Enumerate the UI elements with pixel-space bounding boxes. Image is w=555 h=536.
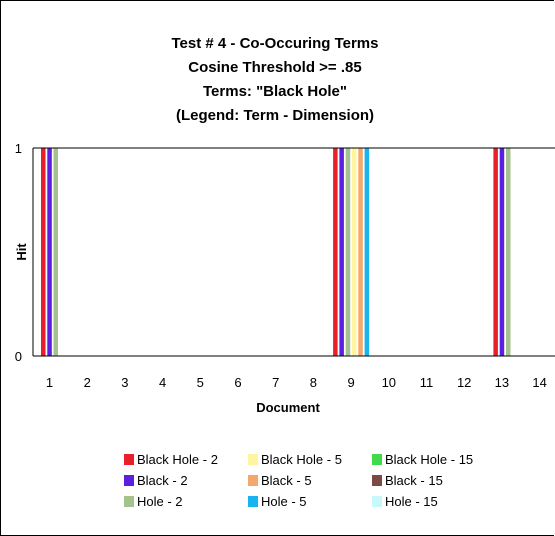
chart-title: Test # 4 - Co-Occuring Terms Cosine Thre… bbox=[172, 35, 379, 124]
y-tick-label-1: 1 bbox=[15, 141, 22, 156]
x-tick-label-9: 9 bbox=[347, 375, 354, 390]
x-ticks: 1 2 3 4 5 6 7 8 9 10 11 12 13 14 bbox=[46, 375, 547, 390]
y-ticks: 1 0 bbox=[15, 141, 22, 364]
title-line-1: Test # 4 - Co-Occuring Terms bbox=[172, 35, 379, 52]
x-tick-label-11: 11 bbox=[420, 375, 434, 390]
bar-doc9-black-hole-5 bbox=[352, 148, 357, 356]
bar-doc13-black-hole-2 bbox=[493, 148, 498, 356]
bar-doc9-black-hole-2 bbox=[333, 148, 338, 356]
y-axis-title: Hit bbox=[14, 243, 29, 261]
legend-swatch-black-15 bbox=[372, 475, 382, 486]
x-tick-label-8: 8 bbox=[310, 375, 317, 390]
x-axis-title: Document bbox=[256, 400, 320, 415]
x-tick-label-7: 7 bbox=[272, 375, 279, 390]
bar-doc9-hole-2 bbox=[345, 148, 351, 356]
bar-doc1-black-2 bbox=[47, 148, 52, 356]
x-tick-label-1: 1 bbox=[46, 375, 53, 390]
legend-swatch-hole-15 bbox=[372, 496, 382, 507]
axes bbox=[32, 147, 555, 357]
legend-swatch-black-2 bbox=[124, 475, 134, 486]
title-line-4: (Legend: Term - Dimension) bbox=[176, 107, 374, 124]
legend-label-black-2: Black - 2 bbox=[137, 473, 188, 488]
bar-doc1-hole-2 bbox=[53, 148, 58, 356]
title-line-2: Cosine Threshold >= .85 bbox=[188, 59, 361, 76]
legend-swatch-black-hole-5 bbox=[248, 454, 258, 465]
legend-label-black-15: Black - 15 bbox=[385, 473, 443, 488]
bar-doc13-hole-2 bbox=[506, 148, 511, 356]
legend-label-hole-15: Hole - 15 bbox=[385, 494, 438, 509]
x-tick-label-5: 5 bbox=[197, 375, 204, 390]
x-tick-label-3: 3 bbox=[121, 375, 128, 390]
x-tick-label-14: 14 bbox=[532, 375, 546, 390]
x-tick-label-4: 4 bbox=[159, 375, 166, 390]
y-tick-label-0: 0 bbox=[15, 349, 22, 364]
legend-label-hole-2: Hole - 2 bbox=[137, 494, 183, 509]
bar-group bbox=[41, 148, 511, 356]
legend-label-black-hole-5: Black Hole - 5 bbox=[261, 452, 342, 467]
title-line-3: Terms: "Black Hole" bbox=[203, 83, 347, 100]
bar-doc9-black-5 bbox=[358, 148, 363, 356]
legend-swatch-black-5 bbox=[248, 475, 258, 486]
x-tick-label-6: 6 bbox=[234, 375, 241, 390]
x-tick-label-10: 10 bbox=[382, 375, 396, 390]
legend-label-black-5: Black - 5 bbox=[261, 473, 312, 488]
legend-label-black-hole-2: Black Hole - 2 bbox=[137, 452, 218, 467]
legend-label-hole-5: Hole - 5 bbox=[261, 494, 307, 509]
legend-swatch-hole-5 bbox=[248, 496, 258, 507]
x-tick-label-13: 13 bbox=[495, 375, 509, 390]
x-tick-label-12: 12 bbox=[457, 375, 471, 390]
legend: Black Hole - 2 Black Hole - 5 Black Hole -… bbox=[124, 452, 473, 509]
x-tick-label-2: 2 bbox=[84, 375, 91, 390]
bar-doc13-black-2 bbox=[499, 148, 505, 356]
legend-swatch-hole-2 bbox=[124, 496, 134, 507]
bar-doc9-black-2 bbox=[339, 148, 344, 356]
legend-swatch-black-hole-15 bbox=[372, 454, 382, 465]
bar-doc9-hole-5 bbox=[364, 148, 370, 356]
bar-doc1-black-hole-2 bbox=[41, 148, 46, 356]
legend-swatch-black-hole-2 bbox=[124, 454, 134, 465]
legend-label-black-hole-15: Black Hole - 15 bbox=[385, 452, 473, 467]
